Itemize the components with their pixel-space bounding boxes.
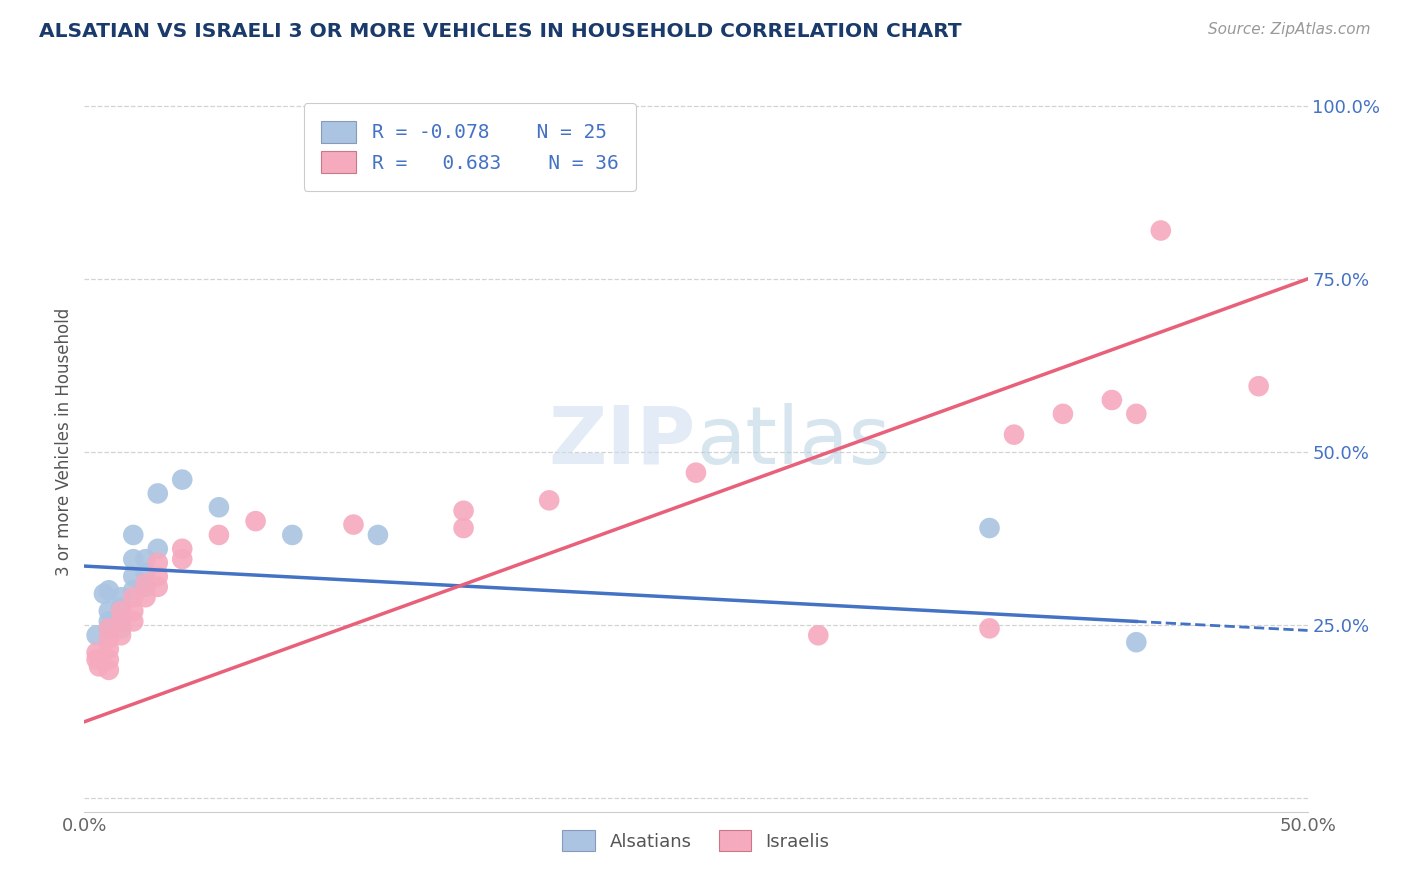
Point: [807, 628, 830, 642]
Point: [1101, 392, 1123, 407]
Point: [86, 628, 108, 642]
Point: [146, 541, 169, 556]
Point: [122, 604, 145, 618]
Point: [86, 652, 108, 666]
Point: [172, 552, 194, 566]
Point: [97, 583, 120, 598]
Point: [1125, 635, 1147, 649]
Point: [453, 504, 475, 518]
Point: [97, 632, 120, 646]
Point: [86, 646, 108, 660]
Point: [97, 621, 120, 635]
Point: [979, 621, 1001, 635]
Point: [110, 591, 132, 605]
Point: [97, 652, 120, 666]
Text: Source: ZipAtlas.com: Source: ZipAtlas.com: [1208, 22, 1371, 37]
Point: [146, 556, 169, 570]
Point: [97, 663, 120, 677]
Point: [979, 521, 1001, 535]
Point: [110, 628, 132, 642]
Point: [135, 576, 157, 591]
Point: [135, 580, 157, 594]
Point: [110, 604, 132, 618]
Text: atlas: atlas: [696, 402, 890, 481]
Point: [172, 541, 194, 556]
Point: [281, 528, 304, 542]
Point: [110, 615, 132, 629]
Point: [135, 566, 157, 580]
Point: [110, 621, 132, 635]
Point: [538, 493, 561, 508]
Point: [122, 552, 145, 566]
Point: [146, 569, 169, 583]
Point: [685, 466, 707, 480]
Point: [342, 517, 364, 532]
Point: [367, 528, 389, 542]
Point: [1150, 223, 1173, 237]
Point: [453, 521, 475, 535]
Point: [93, 587, 115, 601]
Point: [208, 528, 231, 542]
Point: [1002, 427, 1025, 442]
Legend: Alsatians, Israelis: Alsatians, Israelis: [555, 823, 837, 858]
Point: [208, 500, 231, 515]
Y-axis label: 3 or more Vehicles in Household: 3 or more Vehicles in Household: [55, 308, 73, 575]
Point: [146, 486, 169, 500]
Text: ALSATIAN VS ISRAELI 3 OR MORE VEHICLES IN HOUSEHOLD CORRELATION CHART: ALSATIAN VS ISRAELI 3 OR MORE VEHICLES I…: [39, 22, 962, 41]
Text: ZIP: ZIP: [548, 402, 696, 481]
Point: [97, 642, 120, 657]
Point: [146, 580, 169, 594]
Point: [97, 621, 120, 635]
Point: [1052, 407, 1074, 421]
Point: [1125, 407, 1147, 421]
Point: [172, 473, 194, 487]
Point: [135, 552, 157, 566]
Point: [245, 514, 267, 528]
Point: [135, 591, 157, 605]
Point: [1247, 379, 1270, 393]
Point: [122, 569, 145, 583]
Point: [97, 604, 120, 618]
Point: [122, 615, 145, 629]
Point: [110, 611, 132, 625]
Point: [122, 591, 145, 605]
Point: [87, 659, 110, 673]
Point: [122, 583, 145, 598]
Point: [110, 600, 132, 615]
Point: [97, 615, 120, 629]
Point: [122, 528, 145, 542]
